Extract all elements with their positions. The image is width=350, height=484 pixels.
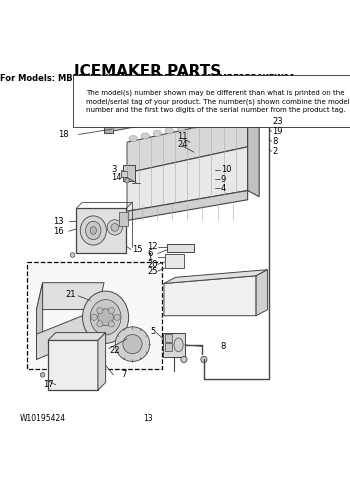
- Text: ICEMAKER PARTS: ICEMAKER PARTS: [74, 64, 222, 79]
- Polygon shape: [111, 105, 211, 132]
- Ellipse shape: [86, 221, 101, 240]
- Ellipse shape: [98, 309, 113, 326]
- Ellipse shape: [213, 117, 222, 123]
- Text: 3: 3: [111, 166, 116, 174]
- Text: 14: 14: [111, 173, 121, 182]
- Ellipse shape: [70, 253, 75, 257]
- Text: 4: 4: [221, 184, 226, 193]
- Ellipse shape: [90, 227, 96, 234]
- Polygon shape: [164, 276, 256, 316]
- Bar: [165, 254, 184, 268]
- Text: 22: 22: [110, 346, 120, 355]
- Text: 16: 16: [54, 227, 64, 236]
- Bar: [121, 171, 127, 178]
- Ellipse shape: [225, 115, 234, 121]
- Text: 24: 24: [177, 140, 188, 149]
- Ellipse shape: [97, 321, 103, 327]
- Bar: [76, 208, 126, 253]
- Text: 20: 20: [147, 260, 158, 269]
- Ellipse shape: [115, 327, 150, 362]
- Ellipse shape: [107, 220, 122, 235]
- Text: 19: 19: [272, 127, 283, 136]
- Text: 18: 18: [58, 130, 69, 139]
- Ellipse shape: [83, 291, 129, 343]
- Ellipse shape: [108, 321, 114, 327]
- Text: 7: 7: [121, 370, 126, 379]
- Ellipse shape: [174, 338, 183, 352]
- Text: 2: 2: [272, 147, 278, 156]
- Text: 17: 17: [43, 379, 53, 389]
- Bar: [208, 104, 215, 113]
- Polygon shape: [127, 116, 248, 173]
- Bar: [27, 262, 162, 369]
- Polygon shape: [36, 310, 98, 360]
- Ellipse shape: [189, 122, 198, 129]
- Text: 5: 5: [150, 327, 155, 335]
- Text: (Bisque): (Bisque): [128, 81, 168, 90]
- Bar: [165, 334, 173, 342]
- Polygon shape: [164, 270, 268, 284]
- Text: 25: 25: [147, 267, 158, 276]
- Ellipse shape: [114, 314, 120, 320]
- Text: (White): (White): [189, 81, 225, 90]
- Ellipse shape: [181, 356, 187, 363]
- Polygon shape: [36, 283, 104, 310]
- Ellipse shape: [90, 300, 121, 335]
- Bar: [163, 333, 185, 357]
- Bar: [104, 122, 113, 133]
- Text: (Black): (Black): [80, 81, 113, 90]
- Ellipse shape: [91, 314, 97, 320]
- Text: 21: 21: [65, 290, 75, 299]
- Text: The model(s) number shown may be different than what is printed on the
model/ser: The model(s) number shown may be differe…: [86, 89, 350, 113]
- Ellipse shape: [125, 178, 130, 183]
- Text: 23: 23: [272, 117, 283, 126]
- Ellipse shape: [111, 224, 119, 231]
- Polygon shape: [256, 270, 268, 316]
- Text: 13: 13: [143, 414, 153, 423]
- Text: 8: 8: [221, 342, 226, 351]
- Text: 10: 10: [221, 166, 231, 174]
- Text: 6: 6: [147, 249, 153, 258]
- Ellipse shape: [165, 128, 174, 134]
- Polygon shape: [48, 333, 106, 340]
- Ellipse shape: [141, 133, 149, 139]
- Polygon shape: [36, 283, 43, 360]
- Bar: [119, 212, 128, 226]
- Ellipse shape: [97, 307, 103, 314]
- Text: For Models: MBF2556KEB11, MBF2556KEQ11, MBF2556KEW11: For Models: MBF2556KEB11, MBF2556KEQ11, …: [0, 74, 295, 83]
- Text: 1: 1: [147, 253, 152, 262]
- Text: 8: 8: [272, 137, 278, 146]
- Polygon shape: [248, 116, 259, 197]
- Text: 11: 11: [177, 132, 188, 141]
- Text: 13: 13: [54, 217, 64, 226]
- Ellipse shape: [177, 125, 186, 131]
- Ellipse shape: [108, 307, 114, 314]
- Ellipse shape: [80, 216, 106, 245]
- Text: 15: 15: [132, 245, 142, 254]
- Polygon shape: [98, 333, 106, 390]
- Ellipse shape: [153, 130, 161, 136]
- Ellipse shape: [129, 136, 137, 142]
- Ellipse shape: [123, 334, 142, 354]
- Bar: [48, 340, 98, 390]
- Bar: [165, 343, 173, 351]
- Ellipse shape: [40, 373, 45, 377]
- Ellipse shape: [237, 112, 246, 118]
- Bar: [123, 165, 135, 181]
- Polygon shape: [127, 147, 248, 212]
- Polygon shape: [167, 244, 194, 252]
- Text: W10195424: W10195424: [20, 414, 66, 423]
- Ellipse shape: [201, 120, 210, 126]
- Text: 9: 9: [221, 175, 226, 183]
- Ellipse shape: [201, 356, 207, 363]
- Text: 12: 12: [147, 242, 158, 251]
- Polygon shape: [127, 191, 248, 221]
